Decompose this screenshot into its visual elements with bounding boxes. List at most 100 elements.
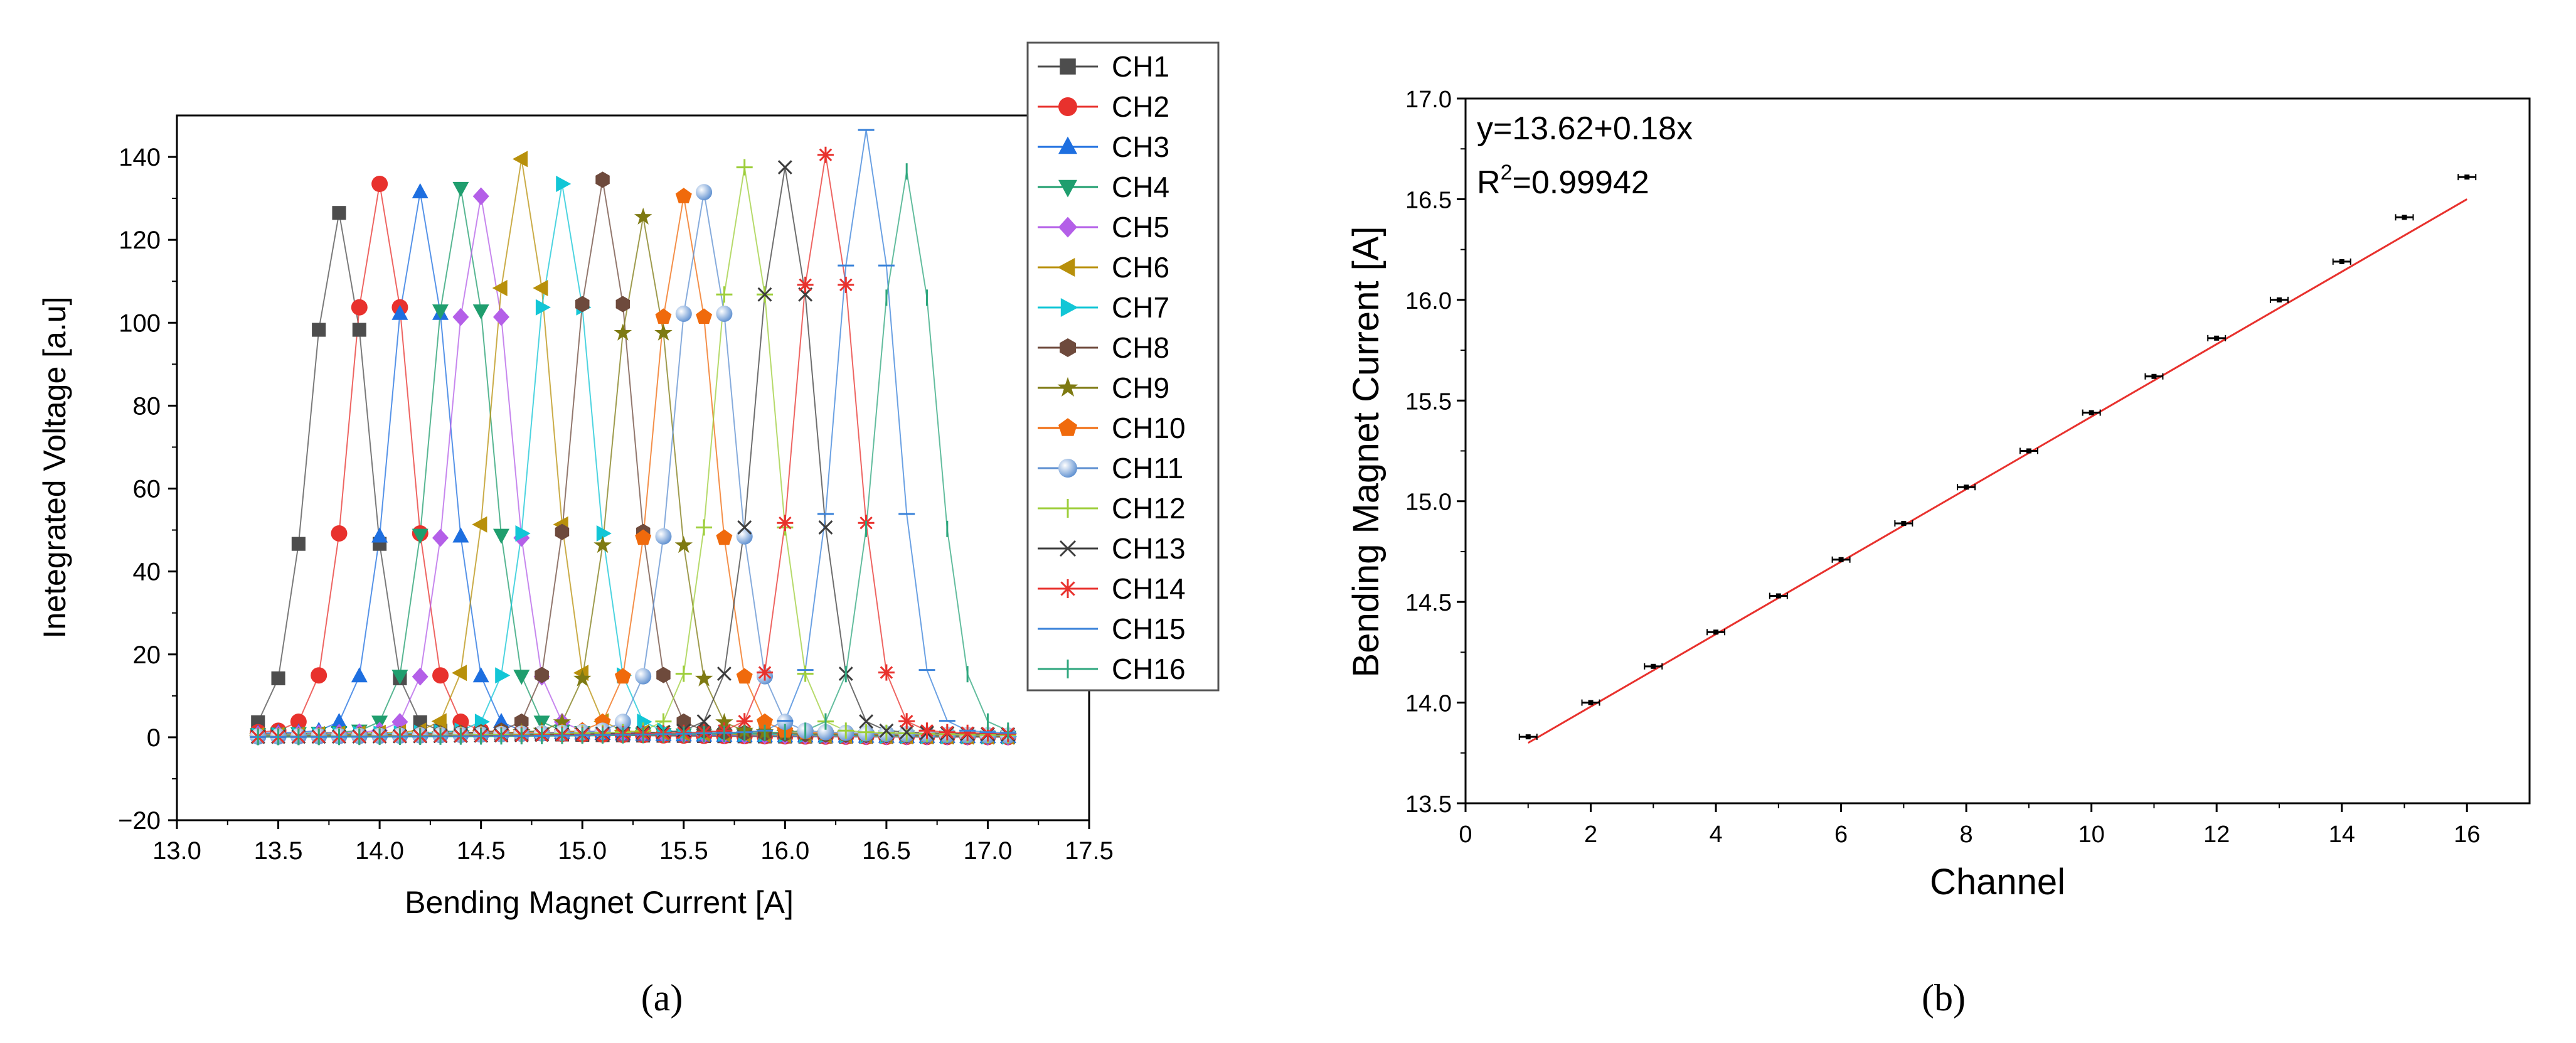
data-point	[757, 713, 773, 729]
data-point	[695, 669, 713, 687]
data-point	[757, 664, 774, 681]
legend-item-ch9: CH9	[1038, 372, 1169, 404]
panel-b-x-tick-label: 4	[1709, 821, 1722, 848]
panel-b-y-tick-label: 16.0	[1405, 288, 1452, 314]
data-point	[331, 713, 348, 728]
panel-b-y-tick-label: 13.5	[1405, 791, 1452, 818]
legend-marker	[1058, 179, 1077, 198]
legend-item-ch3: CH3	[1038, 131, 1169, 163]
legend-box	[1026, 41, 1220, 692]
panel-a-x-tick-label: 17.0	[964, 837, 1013, 865]
data-point	[716, 286, 733, 303]
panel-b-x-tick-label: 8	[1960, 821, 1973, 848]
data-point	[271, 671, 285, 685]
r-squared-value: =0.99942	[1512, 164, 1649, 201]
panel-b-x-tick-label: 14	[2329, 821, 2355, 848]
data-point	[596, 525, 612, 542]
panel-b-y-tick-label: 15.5	[1405, 388, 1452, 415]
data-point	[838, 722, 854, 739]
data-point	[452, 181, 469, 197]
panel-b-x-tick-label: 6	[1834, 821, 1848, 848]
panel-b-x-tick-label: 16	[2454, 821, 2480, 848]
data-point	[1831, 556, 1851, 563]
data-point	[2207, 334, 2227, 341]
data-point	[515, 525, 531, 542]
data-point	[696, 714, 711, 729]
data-point	[412, 528, 428, 544]
data-point	[2269, 296, 2289, 303]
panel-b-y-tick-label: 16.5	[1405, 187, 1452, 213]
panel-b-y-tick-label: 15.0	[1405, 489, 1452, 516]
data-point	[655, 528, 672, 545]
panel-a-x-axis-label: Bending Magnet Current [A]	[405, 885, 794, 920]
data-point	[859, 714, 874, 729]
data-point	[817, 146, 834, 163]
legend-label: CH4	[1112, 171, 1169, 203]
data-point	[1518, 734, 1538, 741]
legend-label: CH6	[1112, 251, 1169, 284]
data-point	[332, 206, 346, 220]
data-point	[595, 171, 610, 188]
legend-label: CH8	[1112, 331, 1169, 364]
legend-item-ch5: CH5	[1038, 211, 1169, 243]
data-point	[312, 323, 326, 337]
legend-marker	[1058, 579, 1077, 598]
panel-a-x-tick-label: 17.5	[1065, 837, 1114, 865]
data-point	[431, 713, 447, 730]
data-point	[432, 304, 449, 320]
data-point	[290, 714, 307, 730]
data-point	[777, 714, 794, 730]
data-point	[472, 667, 489, 683]
data-point	[898, 713, 915, 730]
data-point	[2395, 214, 2414, 221]
data-point	[675, 188, 692, 203]
fit-equation: y=13.62+0.18x	[1477, 110, 1693, 147]
legend-label: CH3	[1112, 131, 1169, 163]
panel-b-x-axis-label: Channel	[1930, 862, 2065, 902]
data-point	[817, 724, 834, 741]
r-squared-superscript: 2	[1501, 161, 1513, 185]
legend-item-ch1: CH1	[1038, 50, 1169, 83]
data-point	[493, 713, 509, 728]
legend-marker	[1057, 377, 1078, 397]
legend-marker	[1059, 540, 1077, 557]
panel-a-y-tick-label: 100	[119, 309, 161, 337]
data-point	[452, 665, 467, 682]
data-point	[614, 714, 631, 730]
panel-b-caption: (b)	[1922, 977, 1966, 1019]
legend-marker	[1060, 298, 1078, 317]
data-point	[331, 525, 348, 542]
series-line-ch8	[258, 179, 1008, 737]
data-point	[351, 667, 368, 683]
panel-b-fit-line	[1528, 198, 2467, 744]
series-markers-ch2	[250, 175, 1016, 746]
data-point	[432, 528, 449, 547]
panel-b-x-tick-label: 10	[2078, 821, 2105, 848]
legend-marker	[1060, 338, 1076, 357]
data-point	[635, 529, 652, 545]
data-point	[412, 667, 428, 686]
panel-b-y-tick-label: 17.0	[1405, 87, 1452, 113]
data-point	[514, 713, 529, 730]
data-point	[675, 665, 692, 682]
legend-label: CH5	[1112, 211, 1169, 243]
series-line-ch16	[258, 171, 1009, 738]
legend-item-ch16: CH16	[1038, 653, 1186, 685]
data-point	[492, 280, 508, 296]
data-point	[535, 299, 551, 316]
data-point	[555, 523, 570, 540]
data-point	[311, 667, 327, 684]
data-point	[535, 666, 549, 683]
legend-label: CH9	[1112, 372, 1169, 404]
data-point	[452, 527, 469, 543]
legend-item-ch8: CH8	[1038, 331, 1169, 364]
legend-item-ch4: CH4	[1038, 171, 1169, 203]
data-point	[716, 305, 733, 322]
panel-a-y-tick-label: 40	[133, 559, 161, 586]
data-point	[371, 527, 388, 543]
legend-item-ch11: CH11	[1038, 452, 1183, 484]
panel-a-x-tick-label: 14.0	[355, 837, 404, 865]
data-point	[614, 668, 631, 684]
panel-a-y-tick-label: 140	[119, 144, 161, 171]
